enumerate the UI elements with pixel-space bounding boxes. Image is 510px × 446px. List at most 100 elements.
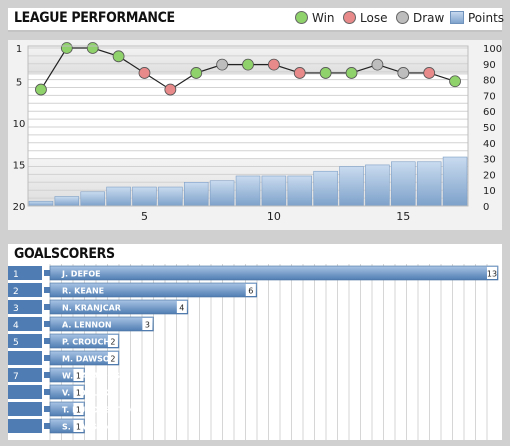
player-name: J. DEFOE (61, 270, 101, 279)
row-connector (44, 372, 50, 378)
draw-dot-icon (396, 11, 409, 24)
points-bar (313, 170, 338, 207)
league-performance-chart: 1 5 10 15 20 0 10 20 30 40 50 60 70 80 90 100 5 10 15 (8, 40, 502, 230)
right-axis-tick: 50 (483, 123, 496, 134)
player-name: A. LENNON (62, 321, 112, 330)
draw-point (397, 67, 410, 79)
win-point (345, 67, 358, 79)
win-point (190, 67, 203, 79)
goal-value: 2 (110, 355, 115, 364)
plot-frame (27, 45, 469, 207)
goal-value: 4 (179, 304, 184, 313)
right-axis-tick: 10 (483, 186, 496, 197)
goal-value: 1 (76, 406, 81, 415)
legend-lose-label: Lose (360, 11, 388, 25)
player-name: W. PALACIOS (62, 372, 120, 381)
value-box (73, 386, 84, 398)
goalscorers-title: GOALSCORERS (14, 246, 115, 262)
value-box (73, 420, 84, 432)
rank-cell (8, 402, 42, 416)
right-axis-tick: 40 (483, 139, 496, 150)
points-bar (28, 200, 54, 207)
legend-points: Points (450, 11, 504, 25)
points-bar (391, 161, 416, 207)
goal-value: 1 (76, 372, 81, 381)
legend-lose: Lose (343, 11, 387, 25)
legend-draw: Draw (396, 11, 444, 25)
goal-bar (49, 333, 120, 349)
points-bar (80, 191, 105, 207)
points-bar (261, 175, 287, 207)
lose-point (267, 58, 280, 71)
player-name: R. KEANE (62, 287, 104, 296)
win-point (319, 67, 332, 79)
draw-point (371, 58, 384, 71)
goal-value: 1 (76, 389, 81, 398)
rank-label: 3 (13, 304, 19, 314)
legend-draw-label: Draw (413, 11, 445, 25)
rank-cell (8, 385, 42, 399)
goal-value: 2 (110, 338, 115, 347)
win-dot-icon (295, 11, 308, 24)
league-performance-header: LEAGUE PERFORMANCE Win Lose Draw Points (8, 8, 504, 32)
row-connector (44, 304, 50, 310)
right-axis-tick: 30 (483, 155, 496, 166)
win-point (242, 58, 254, 71)
rank-cell (8, 419, 42, 433)
x-axis-tick: 10 (267, 210, 281, 223)
points-bar (235, 175, 261, 207)
draw-point (216, 58, 229, 71)
rank-label: 5 (13, 338, 19, 348)
points-bar (209, 180, 235, 207)
lose-point (138, 67, 151, 79)
league-performance-title: LEAGUE PERFORMANCE (14, 10, 175, 26)
win-point (449, 75, 461, 88)
points-bar (339, 166, 364, 207)
points-bar (106, 186, 131, 207)
row-connector (44, 338, 50, 344)
x-axis-tick: 15 (396, 210, 410, 223)
goal-bar (49, 299, 189, 315)
value-box (142, 318, 153, 330)
player-name: V. CORLUKA (62, 389, 116, 398)
row-connector (44, 270, 50, 276)
win-point (112, 50, 125, 63)
x-axis-tick: 5 (141, 210, 148, 223)
left-axis-tick: 20 (13, 202, 26, 213)
legend-win-label: Win (312, 11, 335, 25)
goal-value: 6 (248, 287, 253, 296)
right-axis-tick: 70 (483, 91, 496, 102)
right-axis-tick: 20 (483, 170, 496, 181)
left-axis-tick: 15 (13, 160, 26, 171)
rank-cell (8, 334, 42, 348)
right-axis-tick: 100 (483, 44, 502, 55)
points-bar (442, 156, 468, 207)
rank-label: 4 (13, 321, 19, 331)
win-point (60, 42, 73, 54)
value-box (487, 267, 497, 279)
value-box (73, 403, 84, 415)
left-axis-tick: 1 (16, 44, 22, 55)
rank-cell (8, 266, 42, 280)
points-bar (416, 161, 442, 207)
legend-points-label: Points (468, 11, 505, 25)
left-axis-tick: 10 (13, 119, 26, 130)
rank-cell (8, 351, 42, 365)
right-axis-tick: 0 (483, 202, 489, 213)
win-point (86, 42, 99, 54)
right-axis-tick: 90 (483, 60, 496, 71)
value-box (107, 352, 118, 364)
value-box (107, 335, 118, 347)
legend-win: Win (295, 11, 335, 25)
lose-point (423, 67, 436, 79)
left-axis-tick: 5 (16, 77, 22, 88)
goalscorers-chart: 1 J. DEFOE 13 2 R. KEANE 6 3 N. KRANJCAR 4 4 A. LE… (8, 264, 502, 440)
value-box (73, 369, 84, 381)
rank-cell (8, 368, 42, 382)
rank-label: 2 (13, 287, 19, 297)
lose-point (293, 67, 306, 79)
points-bar (365, 164, 390, 207)
player-name: P. CROUCH (62, 338, 110, 347)
row-connector (44, 406, 50, 412)
